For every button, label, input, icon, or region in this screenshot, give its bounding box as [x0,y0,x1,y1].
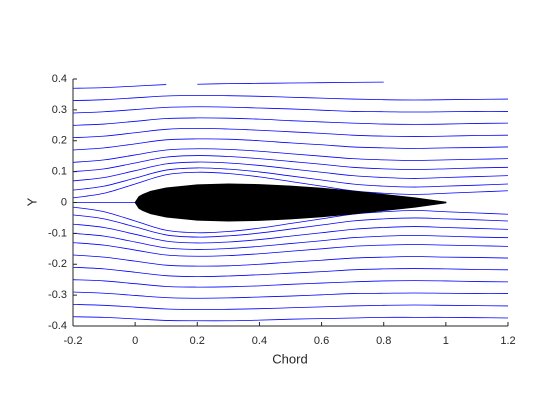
streamline [72,106,509,114]
airfoil [134,183,447,222]
streamline [72,223,509,244]
x-tick-label: 0.2 [190,335,205,347]
streamline [72,167,509,191]
y-tick-label: 0.4 [52,73,67,85]
y-tick-label: 0.1 [52,166,67,178]
y-tick-label: -0.3 [48,289,67,301]
y-tick-label: 0 [61,196,67,208]
y-tick-label: 0.2 [52,135,67,147]
streamline [72,232,509,250]
streamline [72,291,509,299]
y-tick-label: -0.1 [48,227,67,239]
streamline [72,206,509,234]
streamline [72,117,509,126]
y-tick-label: -0.2 [48,258,67,270]
streamline [72,127,509,139]
streamline [72,214,509,238]
x-tick-label: 0 [132,335,138,347]
streamline [72,303,509,311]
streamline [72,279,509,288]
x-tick-label: 1 [443,335,449,347]
streamline [72,94,509,102]
x-axis-title: Chord [272,351,307,366]
x-tick-label: 1.2 [500,335,515,347]
streamline [72,266,509,278]
streamline [72,254,509,267]
x-tick-label: 0.6 [314,335,329,347]
x-tick-label: 0.8 [376,335,391,347]
y-axis-title: Y [24,197,39,206]
streamline [72,161,509,182]
streamline [72,242,509,257]
streamline [72,148,509,163]
streamline [72,84,167,89]
y-tick-label: -0.4 [48,320,67,332]
x-tick-label: 0.4 [252,335,267,347]
streamline [72,155,509,173]
streamline [72,138,509,151]
x-tick-label: -0.2 [64,335,83,347]
y-tick-label: 0.3 [52,104,67,116]
plot-area [72,81,509,322]
streamline [72,316,509,322]
streamline [72,171,509,199]
streamline [197,81,384,85]
